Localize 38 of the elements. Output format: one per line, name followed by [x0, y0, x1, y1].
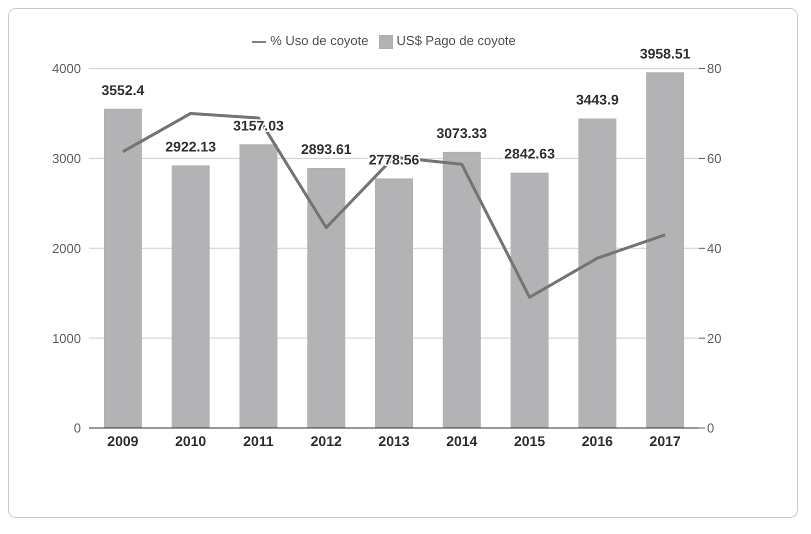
data-label: 2842.63 — [504, 146, 556, 162]
data-label: 3443.9 — [576, 92, 619, 108]
bar — [172, 165, 210, 428]
y2-tick-label: 80 — [707, 61, 722, 76]
y-tick-label: 0 — [74, 420, 81, 436]
y-tick-label: 2000 — [52, 240, 81, 256]
bar — [104, 108, 142, 428]
y2-tick-label: 0 — [707, 420, 714, 436]
bar — [442, 152, 481, 428]
x-tick-label: 2011 — [243, 432, 274, 449]
bar — [578, 118, 616, 428]
bar — [375, 178, 414, 428]
x-tick-label: 2017 — [650, 432, 681, 449]
y2-tick-label: 40 — [707, 240, 722, 256]
x-tick-label: 2012 — [310, 432, 342, 449]
bar — [307, 168, 346, 428]
data-label: 3073.33 — [436, 124, 488, 141]
bar — [646, 72, 684, 428]
data-label: 3958.51 — [640, 45, 691, 62]
y-tick-label: 3000 — [52, 151, 81, 166]
x-tick-label: 2016 — [582, 432, 614, 449]
bar — [510, 172, 549, 428]
y2-tick-label: 20 — [707, 330, 722, 346]
legend-label: US$ Pago de coyote — [396, 33, 516, 48]
y2-tick-label: 60 — [707, 151, 722, 166]
x-tick-label: 2009 — [107, 432, 139, 449]
x-tick-label: 2013 — [378, 432, 410, 449]
y-tick-label: 4000 — [52, 61, 81, 76]
bar — [239, 144, 278, 428]
legend-label: % Uso de coyote — [270, 33, 369, 48]
line-series — [121, 112, 667, 299]
x-tick-label: 2015 — [514, 432, 546, 449]
x-tick-label: 2014 — [446, 432, 478, 449]
x-tick-label: 2010 — [175, 432, 206, 449]
data-label: 3552.4 — [101, 82, 145, 98]
y-tick-label: 1000 — [52, 330, 81, 346]
data-label: 2893.61 — [300, 140, 352, 157]
data-label: 2922.13 — [165, 138, 216, 154]
